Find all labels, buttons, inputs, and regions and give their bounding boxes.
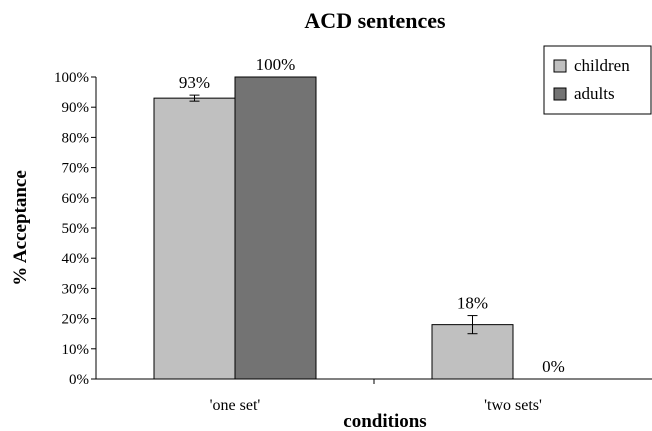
y-tick-label: 20% <box>62 312 90 328</box>
x-axis-label: conditions <box>343 411 426 431</box>
data-label: 100% <box>256 55 296 74</box>
y-tick-label: 90% <box>62 100 90 116</box>
legend: children adults <box>543 45 652 115</box>
bar <box>153 97 236 380</box>
y-tick-label: 60% <box>62 191 90 207</box>
y-axis-label: % Acceptance <box>10 170 31 286</box>
x-tick-label: 'two sets' <box>484 397 542 414</box>
chart-title: ACD sentences <box>304 8 446 33</box>
data-label: 0% <box>542 357 565 376</box>
x-tick-label: 'one set' <box>210 397 261 414</box>
y-tick-label: 70% <box>62 161 90 177</box>
legend-label: adults <box>574 84 615 103</box>
data-label: 18% <box>457 294 488 313</box>
y-tick-label: 0% <box>69 372 89 388</box>
y-tick-label: 50% <box>62 221 90 237</box>
legend-swatch <box>553 87 567 101</box>
legend-label: children <box>574 56 630 75</box>
y-tick-label: 30% <box>62 281 90 297</box>
data-label: 93% <box>179 73 210 92</box>
y-tick-label: 100% <box>54 70 89 86</box>
y-tick-label: 40% <box>62 251 90 267</box>
y-tick-label: 10% <box>62 342 90 358</box>
legend-box <box>543 45 652 115</box>
y-axis-ticks: 0% 10% 20% 30% 40% 50% 60% 70% 80% 90% 100% <box>54 70 96 388</box>
legend-swatch <box>553 59 567 73</box>
y-tick-label: 80% <box>62 130 90 146</box>
bar <box>234 76 317 380</box>
bars: 93% 100% 18% 0% <box>153 55 565 380</box>
